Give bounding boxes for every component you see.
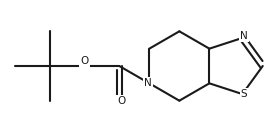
Text: S: S: [241, 89, 247, 99]
Text: O: O: [117, 96, 125, 106]
Text: N: N: [144, 78, 152, 88]
Text: N: N: [240, 31, 248, 41]
Text: O: O: [81, 56, 89, 67]
